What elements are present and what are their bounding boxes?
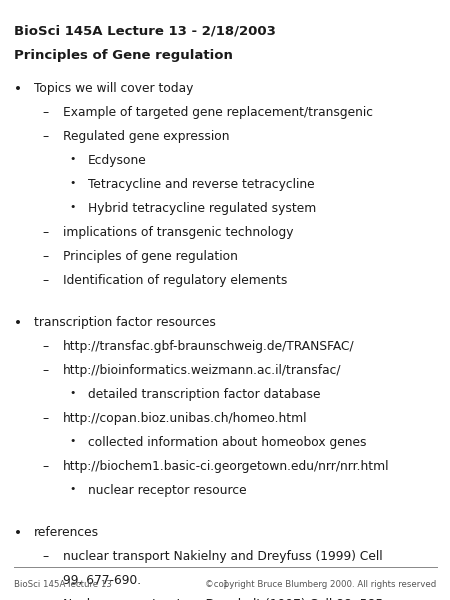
Text: BioSci 145A lecture 13: BioSci 145A lecture 13 (14, 580, 112, 589)
Text: Identification of regulatory elements: Identification of regulatory elements (63, 274, 288, 287)
Text: 1: 1 (222, 580, 228, 589)
Text: –: – (43, 340, 49, 353)
Text: 99, 677-690.: 99, 677-690. (63, 574, 141, 587)
Text: –: – (43, 598, 49, 600)
Text: Topics we will cover today: Topics we will cover today (34, 82, 193, 95)
Text: •: • (70, 484, 76, 494)
Text: http://copan.bioz.unibas.ch/homeo.html: http://copan.bioz.unibas.ch/homeo.html (63, 412, 307, 425)
Text: •: • (14, 82, 22, 96)
Text: •: • (70, 388, 76, 398)
Text: detailed transcription factor database: detailed transcription factor database (88, 388, 320, 401)
Text: –: – (43, 226, 49, 239)
Text: –: – (43, 274, 49, 287)
Text: •: • (70, 178, 76, 188)
Text: nuclear receptor resource: nuclear receptor resource (88, 484, 247, 497)
Text: –: – (43, 130, 49, 143)
Text: Regulated gene expression: Regulated gene expression (63, 130, 230, 143)
Text: collected information about homeobox genes: collected information about homeobox gen… (88, 436, 366, 449)
Text: Example of targeted gene replacement/transgenic: Example of targeted gene replacement/tra… (63, 106, 373, 119)
Text: –: – (43, 364, 49, 377)
Text: http://bioinformatics.weizmann.ac.il/transfac/: http://bioinformatics.weizmann.ac.il/tra… (63, 364, 342, 377)
Text: –: – (43, 106, 49, 119)
Text: transcription factor resources: transcription factor resources (34, 316, 216, 329)
Text: ©copyright Bruce Blumberg 2000. All rights reserved: ©copyright Bruce Blumberg 2000. All righ… (205, 580, 436, 589)
Text: Hybrid tetracycline regulated system: Hybrid tetracycline regulated system (88, 202, 316, 215)
Text: Nuclear pore structure Daneholt (1997) Cell 88, 585-: Nuclear pore structure Daneholt (1997) C… (63, 598, 388, 600)
Text: Tetracycline and reverse tetracycline: Tetracycline and reverse tetracycline (88, 178, 315, 191)
Text: –: – (43, 460, 49, 473)
Text: •: • (14, 526, 22, 540)
Text: http://transfac.gbf-braunschweig.de/TRANSFAC/: http://transfac.gbf-braunschweig.de/TRAN… (63, 340, 355, 353)
Text: •: • (14, 316, 22, 330)
Text: –: – (43, 550, 49, 563)
Text: •: • (70, 436, 76, 446)
Text: BioSci 145A Lecture 13 - 2/18/2003: BioSci 145A Lecture 13 - 2/18/2003 (14, 24, 275, 37)
Text: Ecdysone: Ecdysone (88, 154, 147, 167)
Text: implications of transgenic technology: implications of transgenic technology (63, 226, 293, 239)
Text: Principles of gene regulation: Principles of gene regulation (63, 250, 238, 263)
Text: http://biochem1.basic-ci.georgetown.edu/nrr/nrr.html: http://biochem1.basic-ci.georgetown.edu/… (63, 460, 390, 473)
Text: Principles of Gene regulation: Principles of Gene regulation (14, 49, 232, 62)
Text: –: – (43, 250, 49, 263)
Text: –: – (43, 412, 49, 425)
Text: •: • (70, 154, 76, 164)
Text: nuclear transport Nakielny and Dreyfuss (1999) Cell: nuclear transport Nakielny and Dreyfuss … (63, 550, 382, 563)
Text: •: • (70, 202, 76, 212)
Text: references: references (34, 526, 99, 539)
